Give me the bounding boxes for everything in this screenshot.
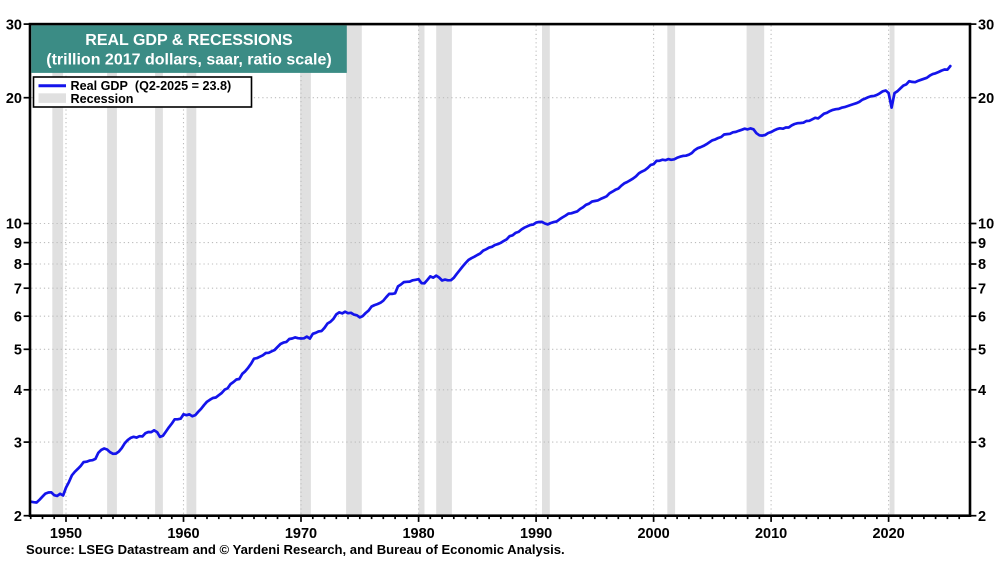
svg-text:2010: 2010 bbox=[755, 526, 787, 542]
svg-text:20: 20 bbox=[978, 91, 994, 107]
svg-text:3: 3 bbox=[978, 435, 986, 451]
svg-text:30: 30 bbox=[6, 17, 22, 33]
svg-text:30: 30 bbox=[978, 17, 994, 33]
svg-text:6: 6 bbox=[978, 309, 986, 325]
svg-text:20: 20 bbox=[6, 91, 22, 107]
svg-text:1950: 1950 bbox=[50, 526, 82, 542]
svg-text:2000: 2000 bbox=[637, 526, 669, 542]
svg-text:10: 10 bbox=[6, 217, 22, 233]
svg-text:1980: 1980 bbox=[402, 526, 434, 542]
svg-text:2: 2 bbox=[14, 509, 22, 525]
svg-text:2020: 2020 bbox=[872, 526, 904, 542]
svg-text:Recession: Recession bbox=[71, 92, 134, 106]
svg-text:(trillion 2017 dollars, saar,: (trillion 2017 dollars, saar, ratio scal… bbox=[46, 51, 331, 68]
svg-text:8: 8 bbox=[14, 257, 22, 273]
svg-text:1970: 1970 bbox=[285, 526, 317, 542]
svg-text:9: 9 bbox=[978, 236, 986, 252]
svg-text:1960: 1960 bbox=[167, 526, 199, 542]
svg-text:Source: LSEG Datastream and ©: Source: LSEG Datastream and © Yardeni Re… bbox=[26, 542, 565, 557]
svg-text:5: 5 bbox=[978, 343, 986, 359]
svg-text:7: 7 bbox=[978, 281, 986, 297]
svg-text:10: 10 bbox=[978, 217, 994, 233]
svg-text:Real GDP (Q2-2025 = 23.8): Real GDP (Q2-2025 = 23.8) bbox=[71, 79, 232, 93]
svg-text:5: 5 bbox=[14, 343, 22, 359]
svg-text:7: 7 bbox=[14, 281, 22, 297]
svg-text:6: 6 bbox=[14, 309, 22, 325]
svg-text:3: 3 bbox=[14, 435, 22, 451]
svg-text:8: 8 bbox=[978, 257, 986, 273]
svg-text:4: 4 bbox=[14, 383, 22, 399]
svg-text:1990: 1990 bbox=[520, 526, 552, 542]
svg-text:REAL GDP & RECESSIONS: REAL GDP & RECESSIONS bbox=[85, 32, 293, 49]
svg-text:4: 4 bbox=[978, 383, 986, 399]
svg-text:2: 2 bbox=[978, 509, 986, 525]
svg-text:9: 9 bbox=[14, 236, 22, 252]
